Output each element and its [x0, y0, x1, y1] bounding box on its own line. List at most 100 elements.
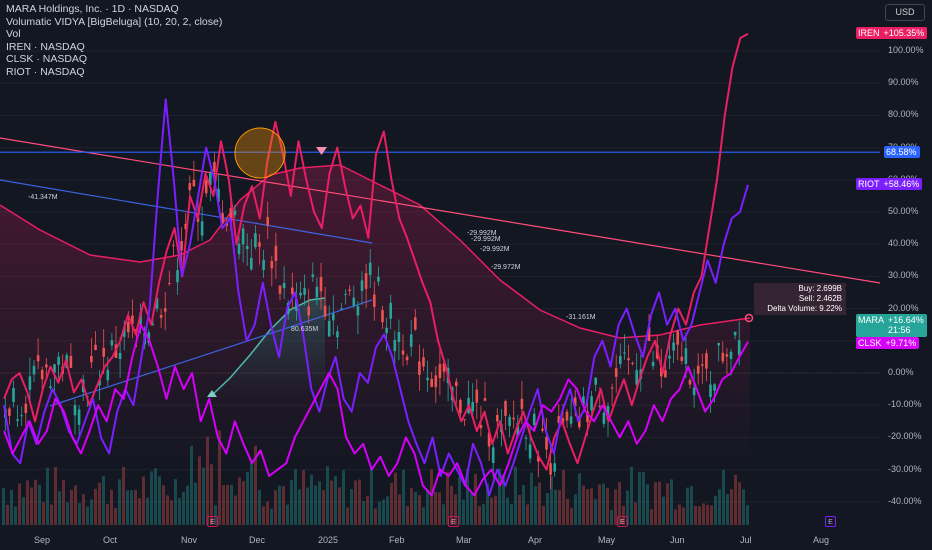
candle-body	[364, 273, 368, 289]
indicator-label[interactable]: Volumatic VIDYA [BigBeluga] (10, 20, 2, …	[6, 15, 223, 28]
earnings-marker-2[interactable]: E	[448, 516, 459, 527]
volume-bar	[246, 471, 249, 525]
volume-bar	[186, 485, 189, 525]
candle-body	[414, 317, 417, 330]
candle-body	[426, 377, 429, 381]
volume-bar	[154, 468, 157, 525]
candle-body	[405, 356, 409, 361]
volume-bar	[562, 470, 565, 525]
candle-body	[90, 356, 93, 363]
candle-body	[573, 397, 577, 406]
volume-bar	[746, 505, 749, 525]
compare-clsk[interactable]: CLSK · NASDAQ	[6, 53, 88, 66]
candle-body	[471, 401, 474, 412]
volume-bar	[630, 466, 633, 525]
candle-body	[725, 354, 729, 357]
volume-bar	[522, 484, 525, 525]
volume-bar	[66, 502, 69, 525]
volume-bar	[742, 489, 745, 525]
candle-body	[614, 368, 618, 377]
volume-bar	[14, 506, 17, 525]
candle-body	[336, 331, 339, 338]
volume-bar	[374, 508, 377, 525]
volume-bar	[674, 509, 677, 525]
mara-tag-value: +16.64%	[888, 315, 924, 325]
x-tick-label: May	[598, 535, 616, 545]
volume-bar	[410, 488, 413, 525]
volume-bar	[326, 466, 329, 525]
volume-bar	[86, 506, 89, 525]
candle-body	[455, 381, 458, 386]
volume-bar	[506, 497, 509, 525]
volume-bar	[490, 497, 493, 525]
candle-body	[45, 364, 48, 368]
x-tick-label: Dec	[249, 535, 266, 545]
volume-bar	[486, 483, 489, 525]
compare-riot[interactable]: RIOT · NASDAQ	[6, 65, 85, 78]
candle-body	[327, 320, 331, 337]
hline-price-tag: 68.58%	[884, 146, 920, 158]
volume-bar	[54, 466, 57, 525]
x-tick-label: Feb	[389, 535, 405, 545]
y-tick-label: 80.00%	[888, 109, 919, 120]
volume-bar	[210, 464, 213, 525]
candle-body	[418, 361, 421, 375]
candle-body	[237, 243, 241, 255]
volume-bar	[638, 472, 641, 525]
vidya-green-line	[210, 297, 326, 397]
earnings-marker-3[interactable]: E	[617, 516, 628, 527]
volume-bar	[698, 506, 701, 525]
volume-bar	[358, 479, 361, 525]
candle-body	[684, 348, 688, 364]
volume-bar	[570, 507, 573, 525]
iren-tag-name: IREN	[858, 28, 880, 38]
volume-bar	[502, 474, 505, 525]
candle-body	[356, 306, 360, 316]
candle-body	[168, 282, 171, 284]
volume-bar	[398, 494, 401, 525]
volume-bar	[434, 491, 437, 525]
volume-bar	[206, 436, 209, 525]
volume-bar	[218, 430, 221, 525]
candle-body	[512, 417, 515, 420]
candle-body	[627, 358, 630, 361]
candle-body	[660, 367, 663, 377]
volume-bar	[282, 486, 285, 525]
y-tick-label: 50.00%	[888, 206, 919, 216]
candle-body	[209, 173, 212, 185]
candle-body	[221, 213, 224, 224]
mara-tag-name: MARA	[858, 315, 885, 325]
volume-bar	[166, 495, 169, 525]
candle-body	[196, 217, 200, 222]
candle-body	[282, 282, 286, 289]
y-tick-label: 20.00%	[888, 302, 919, 313]
candle-body	[286, 302, 290, 315]
volume-label[interactable]: Vol	[6, 28, 21, 41]
volume-bar	[334, 476, 337, 525]
volume-bar	[686, 487, 689, 525]
candle-body	[20, 415, 23, 417]
volume-bar	[350, 488, 353, 525]
volume-bar	[114, 507, 117, 525]
volume-bar	[470, 492, 473, 525]
compare-iren[interactable]: IREN · NASDAQ	[6, 40, 85, 53]
volume-bar	[466, 470, 469, 525]
earnings-marker-4[interactable]: E	[825, 516, 836, 527]
earnings-marker-1[interactable]: E	[207, 516, 218, 527]
candle-body	[233, 210, 237, 216]
symbol-title[interactable]: MARA Holdings, Inc. · 1D · NASDAQ	[6, 3, 179, 15]
volume-label-7: -31.161M	[566, 314, 596, 321]
candle-body	[549, 463, 552, 475]
candle-body	[397, 331, 401, 343]
volume-bar	[30, 487, 33, 525]
candle-body	[496, 415, 499, 422]
down-arrow-marker	[316, 147, 327, 155]
volume-bar	[518, 494, 521, 525]
currency-button[interactable]: USD	[885, 4, 925, 21]
mara-price-tag: MARA +16.64% 21:56	[856, 314, 927, 337]
volume-bar	[234, 495, 237, 525]
volume-bar	[494, 495, 497, 525]
candle-body	[131, 315, 134, 324]
volume-bar	[346, 507, 349, 525]
